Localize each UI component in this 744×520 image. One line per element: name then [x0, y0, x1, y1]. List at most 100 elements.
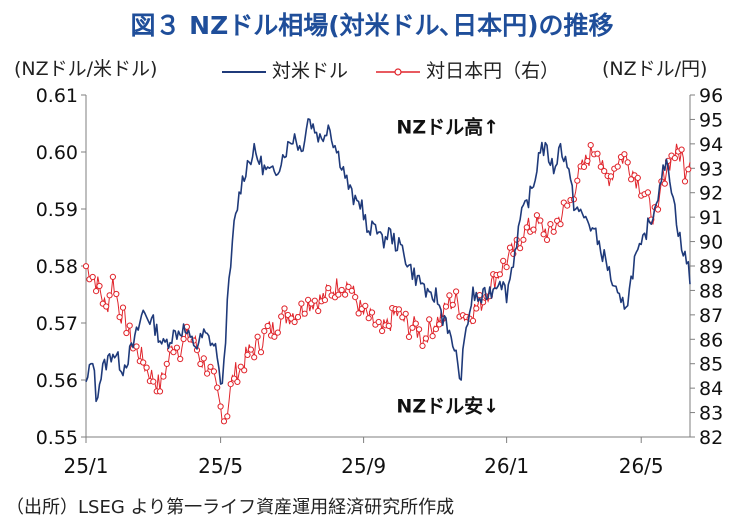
series-point-jpy — [671, 155, 679, 162]
series-point-jpy — [247, 346, 254, 353]
y-right-tick-label: 88 — [699, 280, 723, 302]
series-point-jpy — [156, 388, 164, 395]
series-point-jpy — [294, 314, 302, 321]
series-point-jpy — [365, 315, 372, 322]
series-point-jpy — [335, 291, 342, 298]
series-point-jpy — [200, 355, 207, 362]
series-point-jpy — [500, 257, 507, 264]
series-point-jpy — [621, 151, 628, 158]
series-point-jpy — [210, 368, 217, 375]
series-point-jpy — [506, 244, 514, 251]
series-point-jpy — [298, 300, 305, 307]
series-point-jpy — [614, 163, 621, 170]
series-point-jpy — [257, 349, 265, 356]
series-point-jpy — [254, 333, 261, 340]
x-axis: 25/1 25/5 25/9 26/1 26/5 — [64, 436, 690, 478]
series-point-jpy — [274, 329, 281, 336]
y-left-axis: 0.55 0.56 0.57 0.58 0.59 0.60 0.61 — [36, 85, 87, 449]
series-point-jpy — [587, 142, 594, 149]
series-point-jpy — [654, 206, 662, 213]
series-point-jpy — [419, 342, 426, 349]
series-point-jpy — [342, 291, 349, 298]
series-point-jpy — [119, 304, 127, 311]
series-point-jpy — [453, 288, 460, 295]
series-point-jpy — [217, 403, 224, 410]
source-note: （出所）LSEG より第一ライフ資産運用経済研究所作成 — [6, 497, 455, 518]
y-right-tick-label: 87 — [699, 305, 723, 327]
y-left-tick-label: 0.60 — [36, 142, 78, 164]
legend-item-jpy: 対日本円（右） — [376, 56, 559, 83]
y-right-tick-label: 96 — [699, 85, 723, 107]
series-point-jpy — [375, 318, 382, 326]
legend-item-usd: 対米ドル — [222, 56, 348, 83]
series-point-jpy — [133, 343, 140, 350]
series-point-jpy — [338, 286, 345, 294]
y-right-tick-label: 84 — [699, 378, 723, 400]
annotation-label: NZドル安↓ — [396, 395, 499, 418]
series-point-jpy — [89, 273, 96, 281]
y-right-tick-label: 90 — [699, 232, 723, 254]
series-point-jpy — [113, 290, 120, 298]
series-point-jpy — [685, 166, 692, 173]
x-tick-label: 25/5 — [198, 454, 243, 478]
series-point-jpy — [520, 236, 527, 243]
series-point-jpy — [681, 178, 689, 185]
series-point-jpy — [644, 189, 652, 196]
series-point-jpy — [395, 306, 402, 313]
y-left-tick-label: 0.57 — [36, 313, 78, 335]
series-point-jpy — [429, 333, 436, 340]
series-point-jpy — [422, 335, 429, 342]
legend-label-usd: 対米ドル — [272, 60, 349, 82]
series-point-jpy — [634, 174, 641, 181]
series-point-jpy — [436, 321, 443, 328]
series-point-jpy — [234, 378, 241, 385]
series-point-jpy — [678, 146, 685, 153]
series-point-jpy — [197, 360, 204, 368]
series-point-jpy — [170, 349, 177, 356]
series-point-jpy — [607, 173, 615, 180]
y-left-tick-label: 0.58 — [36, 256, 78, 278]
series-point-jpy — [432, 326, 439, 333]
series-point-jpy — [82, 263, 90, 270]
series-point-jpy — [533, 212, 541, 219]
series-point-jpy — [278, 313, 285, 320]
legend: 対米ドル 対日本円（右） — [222, 56, 581, 83]
series-point-jpy — [523, 224, 530, 231]
series-point-jpy — [352, 294, 359, 301]
series-point-jpy — [173, 344, 180, 351]
legend-label-jpy: 対日本円（右） — [426, 60, 560, 82]
series-point-jpy — [123, 329, 130, 337]
series-point-jpy — [180, 335, 187, 343]
series-point-jpy — [348, 287, 355, 294]
series-point-jpy — [315, 307, 322, 315]
series-point-jpy — [517, 245, 524, 252]
series-point-jpy — [426, 316, 433, 323]
series-point-jpy — [409, 324, 416, 331]
series-point-jpy — [345, 283, 352, 290]
series-point-jpy — [143, 364, 150, 371]
series-point-jpy — [385, 322, 392, 329]
series-point-jpy — [594, 150, 601, 157]
series-point-jpy — [379, 327, 386, 335]
y-right-tick-label: 91 — [699, 207, 723, 229]
series-point-jpy — [103, 303, 110, 310]
series-point-jpy — [93, 288, 100, 295]
series-point-jpy — [564, 202, 571, 209]
series-point-jpy — [251, 354, 258, 361]
series-jpy — [82, 142, 692, 425]
y-right-unit-label: (NZドル/円) — [602, 58, 708, 80]
series-point-jpy — [402, 310, 409, 317]
x-tick-label: 26/5 — [619, 454, 664, 478]
y-right-tick-label: 94 — [699, 134, 723, 156]
series-point-jpy — [537, 217, 544, 224]
series-point-jpy — [473, 305, 480, 312]
series-point-jpy — [362, 302, 369, 309]
series-point-jpy — [550, 228, 557, 235]
series-point-jpy — [584, 157, 591, 165]
series-point-jpy — [597, 163, 604, 170]
y-right-tick-label: 95 — [699, 109, 723, 131]
series-point-jpy — [106, 292, 113, 299]
y-right-tick-label: 89 — [699, 256, 723, 278]
series-point-jpy — [321, 297, 328, 304]
x-tick-label: 25/9 — [341, 454, 386, 478]
